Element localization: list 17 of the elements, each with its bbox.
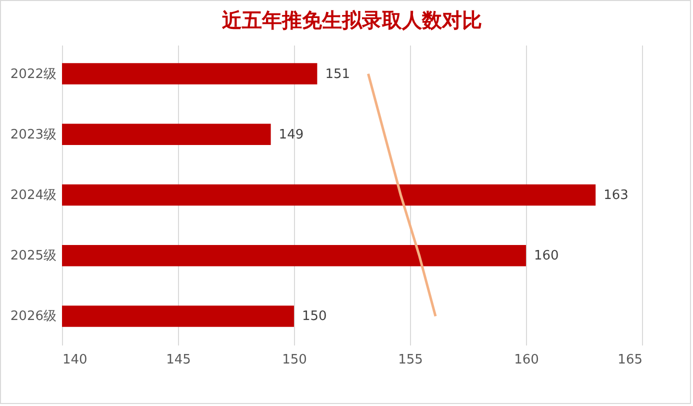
y-tick-label: 2024级 — [10, 188, 56, 203]
y-tick-label: 2022级 — [10, 66, 56, 82]
x-tick-label: 145 — [166, 352, 191, 368]
y-tick-label: 2026级 — [10, 309, 56, 324]
x-tick-label: 155 — [398, 352, 423, 368]
data-label: 151 — [325, 66, 350, 82]
data-label: 160 — [534, 248, 559, 264]
data-label: 150 — [302, 309, 327, 324]
x-tick-label: 150 — [282, 352, 307, 368]
x-tick-label: 160 — [514, 352, 539, 368]
data-label: 163 — [604, 188, 628, 203]
chart-title: 近五年推免生拟录取人数对比 — [221, 8, 482, 32]
x-tick-label: 140 — [62, 352, 88, 368]
y-tick-label: 2023级 — [10, 127, 56, 142]
y-tick-label: 2025级 — [10, 248, 56, 264]
x-tick-label: 165 — [618, 352, 642, 368]
data-label: 149 — [278, 127, 304, 142]
